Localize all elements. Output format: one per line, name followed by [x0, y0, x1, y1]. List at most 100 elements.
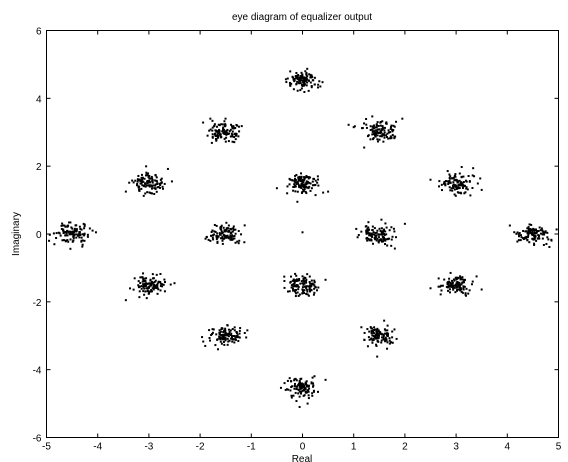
data-point: [68, 233, 71, 236]
data-point: [221, 338, 224, 341]
y-tick-label: 6: [36, 27, 42, 38]
data-point: [159, 178, 162, 181]
data-point: [138, 189, 141, 192]
data-point: [292, 88, 295, 91]
data-point: [145, 297, 148, 300]
data-point: [546, 236, 549, 239]
data-point: [369, 138, 372, 141]
data-point: [379, 130, 382, 133]
data-point: [324, 378, 327, 381]
data-point: [240, 233, 243, 236]
data-point: [145, 172, 148, 175]
data-point: [303, 276, 306, 279]
data-point: [401, 117, 404, 120]
data-point: [305, 278, 308, 281]
data-point: [64, 234, 67, 237]
data-point: [290, 394, 293, 397]
data-point: [458, 179, 461, 182]
data-point: [230, 135, 233, 138]
data-point: [218, 329, 221, 332]
data-point: [146, 184, 149, 187]
data-point: [452, 176, 455, 179]
data-point: [305, 78, 308, 81]
data-point: [372, 133, 375, 136]
data-point: [391, 130, 394, 133]
data-point: [228, 130, 231, 133]
data-point: [448, 186, 451, 189]
data-point: [313, 291, 316, 294]
data-point: [380, 341, 383, 344]
data-point: [283, 275, 286, 278]
data-point: [357, 234, 360, 237]
data-point: [308, 387, 311, 390]
data-point: [290, 396, 293, 399]
data-point: [226, 236, 229, 239]
data-point: [461, 291, 464, 294]
data-point: [391, 336, 394, 339]
data-point: [383, 234, 386, 236]
data-point: [380, 332, 383, 335]
data-point: [52, 232, 55, 235]
data-point: [300, 179, 303, 182]
data-point: [452, 278, 455, 281]
data-point: [143, 285, 146, 288]
data-point: [152, 184, 155, 187]
data-point: [463, 192, 466, 195]
data-point: [376, 327, 379, 330]
data-point: [236, 124, 239, 127]
data-point: [375, 123, 378, 126]
data-point: [294, 288, 297, 291]
data-point: [305, 181, 308, 184]
data-point: [303, 186, 306, 189]
data-point: [374, 337, 377, 340]
data-point: [148, 181, 151, 184]
data-point: [210, 231, 213, 234]
data-point: [301, 288, 304, 291]
data-point: [152, 277, 155, 280]
data-point: [386, 324, 389, 327]
data-point: [383, 136, 386, 139]
data-point: [297, 388, 300, 391]
data-point: [233, 341, 236, 344]
data-point: [388, 342, 391, 345]
data-point: [460, 290, 463, 293]
data-point: [294, 177, 297, 180]
data-point: [311, 180, 314, 183]
data-point: [225, 129, 228, 132]
data-point: [159, 289, 162, 292]
data-point: [393, 135, 396, 138]
data-point: [382, 240, 385, 243]
data-point: [537, 230, 540, 233]
data-point: [144, 290, 147, 293]
data-point: [312, 382, 315, 385]
data-point: [528, 223, 531, 226]
data-point: [139, 276, 142, 279]
data-point: [456, 285, 459, 288]
data-point: [314, 179, 317, 182]
data-point: [231, 238, 234, 241]
data-point: [389, 341, 392, 344]
data-point: [476, 182, 479, 185]
data-point: [78, 232, 81, 235]
data-point: [461, 187, 464, 190]
data-point: [149, 192, 152, 195]
data-point: [366, 227, 369, 230]
data-point: [61, 222, 64, 225]
data-point: [303, 183, 306, 186]
data-point: [367, 238, 370, 241]
data-point: [142, 194, 145, 197]
data-point: [361, 127, 364, 130]
data-point: [395, 337, 398, 340]
data-point: [462, 175, 465, 178]
data-point: [289, 84, 292, 87]
data-point: [300, 87, 303, 90]
data-point: [373, 132, 376, 135]
data-point: [142, 280, 145, 283]
data-point: [455, 187, 458, 190]
data-point: [438, 185, 441, 188]
data-point: [235, 332, 238, 335]
data-point: [377, 236, 380, 239]
x-axis-label: Real: [292, 454, 313, 462]
data-point: [225, 221, 228, 224]
data-point: [232, 125, 235, 128]
